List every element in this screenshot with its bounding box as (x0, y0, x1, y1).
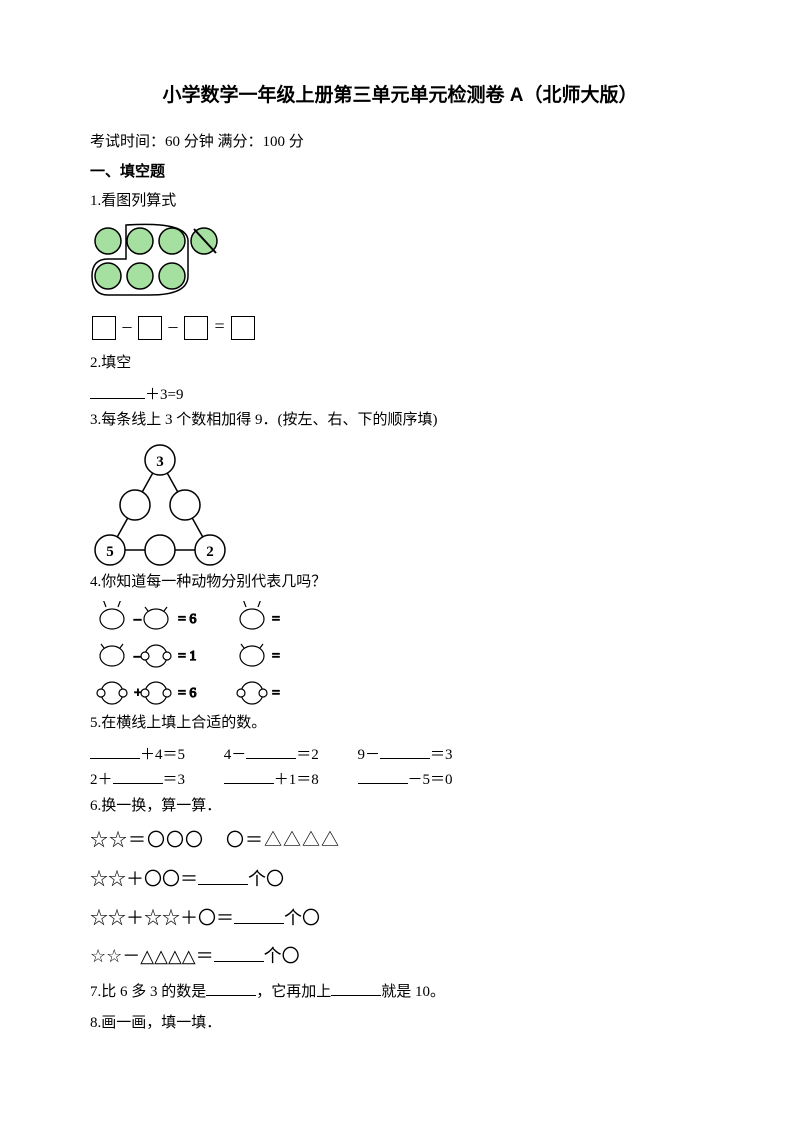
q1-equation: – – = (90, 311, 710, 342)
q2-expr: ＋3=9 (90, 383, 710, 409)
q3-label: 3.每条线上 3 个数相加得 9．(按左、右、下的顺序填) (90, 408, 710, 434)
exam-meta: 考试时间：60 分钟 满分：100 分 (90, 130, 710, 156)
q5-row1: ＋4＝5 4－＝2 9－＝3 (90, 743, 710, 769)
svg-text:= 6: = 6 (178, 612, 196, 627)
q7: 7.比 6 多 3 的数是，它再加上就是 10。 (90, 980, 710, 1006)
svg-text:= 6: = 6 (178, 686, 196, 701)
section-1-heading: 一、填空题 (90, 160, 710, 186)
q6-label: 6.换一换，算一算． (90, 794, 710, 820)
q6-line4: ☆☆－△△△△＝个〇 (90, 941, 710, 972)
q4-label: 4.你知道每一种动物分别代表几吗？ (90, 570, 710, 596)
svg-text:2: 2 (206, 544, 214, 560)
q8-label: 8.画一画，填一填． (90, 1011, 710, 1037)
q6-line1: ☆☆＝〇〇〇 〇＝△△△△ (90, 825, 710, 856)
svg-text:=: = (272, 612, 280, 627)
svg-text:=: = (272, 649, 280, 664)
q3-figure: 3 5 2 (90, 440, 710, 570)
q2-label: 2.填空 (90, 351, 710, 377)
q6-line2: ☆☆＋〇〇＝个〇 (90, 864, 710, 895)
svg-text:3: 3 (156, 454, 164, 470)
q5-row2: 2＋＝3 ＋1＝8 －5＝0 (90, 768, 710, 794)
svg-text:5: 5 (106, 544, 114, 560)
q4-figure: – = 6 = – = 1 = + = 6 = (90, 601, 710, 711)
q1-label: 1.看图列算式 (90, 189, 710, 215)
q1-figure (90, 221, 710, 301)
q6-line3: ☆☆＋☆☆＋〇＝个〇 (90, 903, 710, 934)
svg-text:–: – (133, 612, 142, 627)
q5-label: 5.在横线上填上合适的数。 (90, 711, 710, 737)
page-title: 小学数学一年级上册第三单元单元检测卷 A（北师大版） (90, 80, 710, 112)
svg-text:= 1: = 1 (178, 649, 196, 664)
svg-text:=: = (272, 686, 280, 701)
